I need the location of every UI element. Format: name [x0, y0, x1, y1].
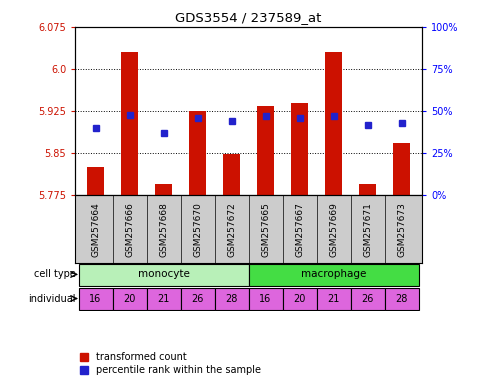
Text: GSM257667: GSM257667 [294, 202, 303, 257]
Bar [112, 288, 146, 310]
Text: macrophage: macrophage [300, 270, 365, 280]
Bar [78, 264, 248, 286]
Bar [384, 288, 418, 310]
Bar [257, 106, 273, 195]
Text: GSM257664: GSM257664 [91, 202, 100, 257]
Text: GSM257666: GSM257666 [125, 202, 134, 257]
Text: GSM257672: GSM257672 [227, 202, 236, 257]
Text: monocyte: monocyte [137, 270, 189, 280]
Bar [180, 288, 214, 310]
Bar [248, 288, 282, 310]
Bar [392, 143, 409, 195]
Bar [324, 52, 341, 195]
Text: GSM257665: GSM257665 [260, 202, 270, 257]
Text: cell type: cell type [33, 270, 76, 280]
Bar [214, 288, 248, 310]
Legend: transformed count, percentile rank within the sample: transformed count, percentile rank withi… [80, 353, 260, 375]
Bar [146, 288, 180, 310]
Text: GSM257673: GSM257673 [396, 202, 405, 257]
Text: individual: individual [28, 293, 76, 303]
Bar [189, 111, 206, 195]
Bar [121, 52, 138, 195]
Text: 20: 20 [123, 293, 136, 303]
Text: 28: 28 [394, 293, 407, 303]
Text: 21: 21 [327, 293, 339, 303]
Text: 28: 28 [225, 293, 237, 303]
Bar [155, 184, 172, 195]
Title: GDS3554 / 237589_at: GDS3554 / 237589_at [175, 11, 321, 24]
Text: 16: 16 [259, 293, 271, 303]
Text: 16: 16 [89, 293, 102, 303]
Text: GSM257669: GSM257669 [328, 202, 337, 257]
Bar [78, 288, 112, 310]
Bar [358, 184, 375, 195]
Bar [290, 103, 307, 195]
Bar [223, 154, 240, 195]
Bar [248, 264, 418, 286]
Text: 21: 21 [157, 293, 169, 303]
Text: GSM257668: GSM257668 [159, 202, 168, 257]
Text: 20: 20 [293, 293, 305, 303]
Text: GSM257670: GSM257670 [193, 202, 202, 257]
Bar [282, 288, 316, 310]
Bar [87, 167, 104, 195]
Bar [316, 288, 350, 310]
Bar [350, 288, 384, 310]
Text: 26: 26 [191, 293, 203, 303]
Text: 26: 26 [361, 293, 373, 303]
Text: GSM257671: GSM257671 [363, 202, 371, 257]
